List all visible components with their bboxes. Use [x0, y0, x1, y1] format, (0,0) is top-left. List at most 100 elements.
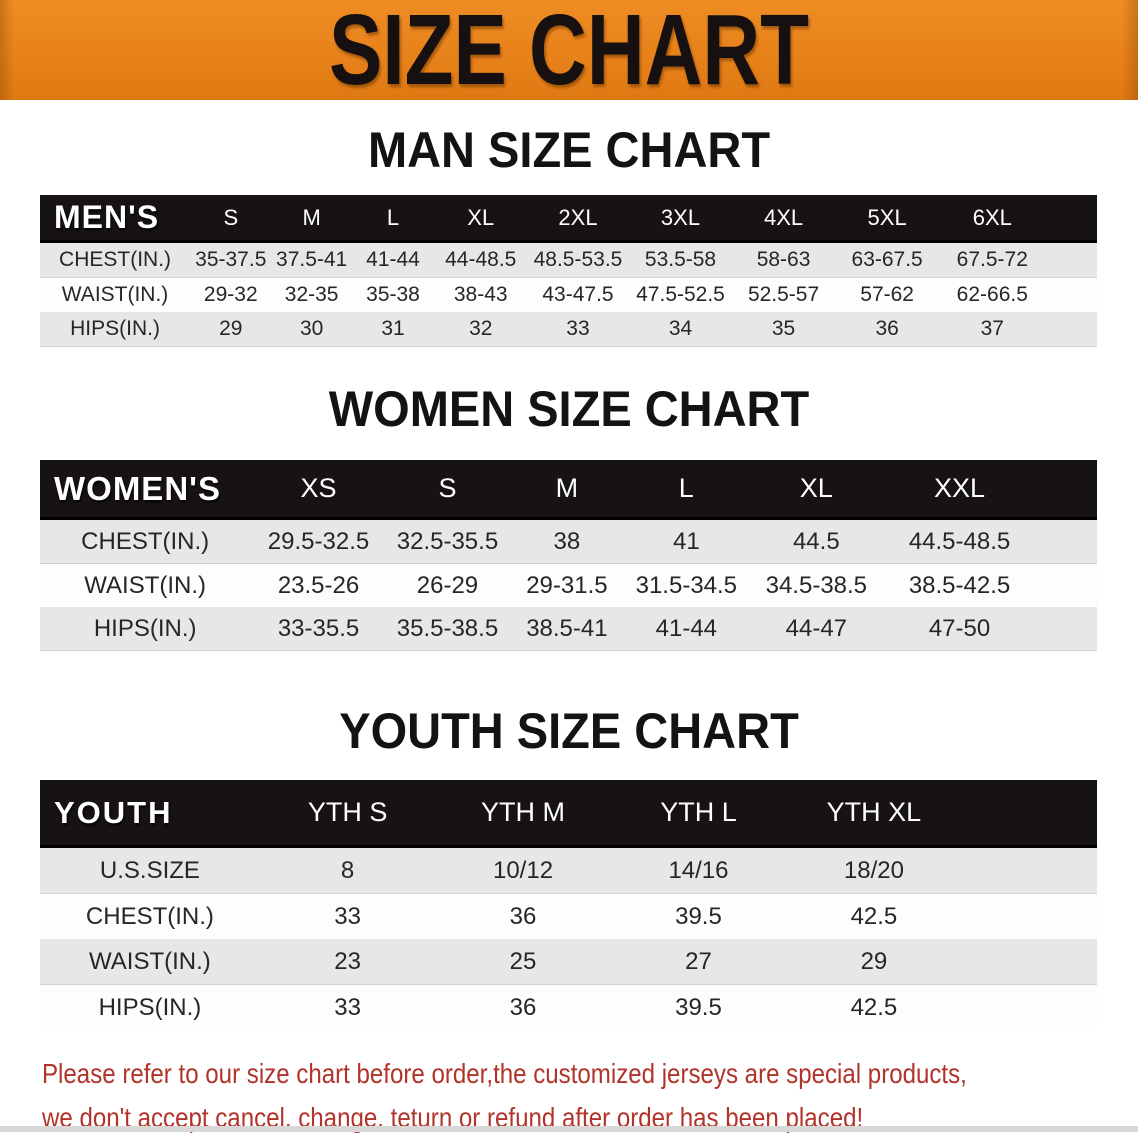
size-chart-banner: SIZE CHART — [0, 0, 1138, 100]
size-value-cell: 63-67.5 — [834, 241, 940, 278]
size-column-header: S — [386, 460, 509, 520]
table-row: WAIST(IN.) 23 25 27 29 — [40, 939, 1097, 985]
size-value-cell: 18/20 — [786, 846, 962, 894]
size-value-cell: 33-35.5 — [250, 607, 387, 651]
size-value-cell: 37 — [939, 312, 1046, 347]
row-label: CHEST(IN.) — [40, 893, 260, 939]
table-corner-label: MEN'S — [40, 195, 191, 243]
table-row: CHEST(IN.) 35-37.5 37.5-41 41-44 44-48.5 48.5… — [40, 241, 1097, 278]
size-column-header: XXL — [885, 460, 1034, 520]
youth-size-table: YOUTH YTH S YTH M YTH L YTH XL U.S.SIZE 8 10/12… — [40, 780, 1097, 1030]
table-corner-label: WOMEN'S — [40, 460, 251, 520]
row-filler-cell — [1033, 518, 1097, 564]
table-row: U.S.SIZE 8 10/12 14/16 18/20 — [40, 846, 1097, 894]
size-value-cell: 36 — [435, 984, 611, 1030]
row-filler-cell — [1045, 277, 1097, 312]
size-value-cell: 41 — [625, 518, 748, 564]
row-filler-cell — [1045, 312, 1097, 347]
size-value-cell: 34.5-38.5 — [747, 563, 886, 607]
size-column-header: 4XL — [732, 195, 835, 243]
header-filler-cell — [1033, 460, 1097, 520]
section-heading-men: MAN SIZE CHART — [367, 122, 771, 178]
table-corner-label: YOUTH — [40, 780, 260, 848]
size-value-cell: 57-62 — [834, 277, 940, 312]
size-value-cell: 10/12 — [435, 846, 611, 894]
size-value-cell: 42.5 — [786, 893, 962, 939]
size-column-header: XL — [747, 460, 886, 520]
size-value-cell: 41-44 — [351, 241, 435, 278]
table-row: HIPS(IN.) 33-35.5 35.5-38.5 38.5-41 41-44 44-… — [40, 607, 1097, 651]
table-row: WAIST(IN.) 23.5-26 26-29 29-31.5 31.5-34.5 34… — [40, 563, 1097, 607]
section-heading-women: WOMEN SIZE CHART — [328, 381, 810, 437]
section-heading-youth: YOUTH SIZE CHART — [339, 703, 799, 759]
size-column-header: YTH S — [259, 780, 436, 848]
size-value-cell: 44-47 — [747, 607, 886, 651]
size-value-cell: 25 — [435, 939, 611, 985]
row-label: HIPS(IN.) — [40, 607, 251, 651]
size-value-cell: 39.5 — [610, 984, 787, 1030]
size-value-cell: 38.5-41 — [508, 607, 626, 651]
size-column-header: L — [625, 460, 748, 520]
women-size-table: WOMEN'S XS S M L XL XXL CHEST(IN.) 29.5-32.5 32.5… — [40, 460, 1097, 651]
disclaimer-line-1: Please refer to our size chart before or… — [42, 1058, 967, 1089]
row-filler-cell — [961, 893, 1097, 939]
size-value-cell: 29 — [786, 939, 962, 985]
size-column-header: L — [351, 195, 435, 243]
row-filler-cell — [1033, 607, 1097, 651]
size-value-cell: 42.5 — [786, 984, 962, 1030]
row-label: WAIST(IN.) — [40, 939, 260, 985]
row-label: CHEST(IN.) — [40, 518, 251, 564]
size-column-header: XL — [434, 195, 528, 243]
size-column-header: 6XL — [939, 195, 1046, 243]
size-value-cell: 38 — [508, 518, 626, 564]
table-row: CHEST(IN.) 29.5-32.5 32.5-35.5 38 41 44.5 44.5… — [40, 518, 1097, 564]
table-row: HIPS(IN.) 29 30 31 32 33 34 35 36 37 — [40, 312, 1097, 347]
header-filler-cell — [961, 780, 1097, 848]
size-value-cell: 36 — [435, 893, 611, 939]
size-value-cell: 43-47.5 — [527, 277, 629, 312]
size-value-cell: 35-38 — [351, 277, 435, 312]
row-filler-cell — [1033, 563, 1097, 607]
size-value-cell: 38.5-42.5 — [885, 563, 1034, 607]
size-value-cell: 34 — [628, 312, 733, 347]
size-value-cell: 48.5-53.5 — [527, 241, 629, 278]
banner-title: SIZE CHART — [329, 0, 809, 106]
row-label: U.S.SIZE — [40, 846, 260, 894]
size-value-cell: 52.5-57 — [732, 277, 835, 312]
size-column-header: YTH L — [610, 780, 787, 848]
row-filler-cell — [961, 939, 1097, 985]
size-value-cell: 29-32 — [190, 277, 272, 312]
size-column-header: M — [508, 460, 626, 520]
size-value-cell: 29-31.5 — [508, 563, 626, 607]
row-filler-cell — [1045, 241, 1097, 278]
row-label: WAIST(IN.) — [40, 563, 251, 607]
size-value-cell: 39.5 — [610, 893, 787, 939]
size-column-header: XS — [250, 460, 387, 520]
size-value-cell: 36 — [834, 312, 940, 347]
size-value-cell: 53.5-58 — [628, 241, 733, 278]
size-value-cell: 31.5-34.5 — [625, 563, 748, 607]
size-value-cell: 41-44 — [625, 607, 748, 651]
size-value-cell: 8 — [259, 846, 436, 894]
size-value-cell: 62-66.5 — [939, 277, 1046, 312]
size-value-cell: 47-50 — [885, 607, 1034, 651]
size-value-cell: 47.5-52.5 — [628, 277, 733, 312]
size-value-cell: 44.5-48.5 — [885, 518, 1034, 564]
size-value-cell: 23 — [259, 939, 436, 985]
header-filler-cell — [1045, 195, 1097, 243]
size-column-header: 5XL — [834, 195, 940, 243]
size-value-cell: 32-35 — [271, 277, 352, 312]
table-row: CHEST(IN.) 33 36 39.5 42.5 — [40, 893, 1097, 939]
size-column-header: YTH M — [435, 780, 611, 848]
men-size-table: MEN'S S M L XL 2XL 3XL 4XL 5XL 6XL CHEST(IN.) 35-37… — [40, 195, 1097, 347]
table-row: HIPS(IN.) 33 36 39.5 42.5 — [40, 984, 1097, 1030]
row-label: HIPS(IN.) — [40, 984, 260, 1030]
size-value-cell: 38-43 — [434, 277, 528, 312]
size-value-cell: 29 — [190, 312, 272, 347]
row-label: HIPS(IN.) — [40, 312, 191, 347]
size-value-cell: 14/16 — [610, 846, 787, 894]
size-value-cell: 35.5-38.5 — [386, 607, 509, 651]
size-column-header: M — [271, 195, 352, 243]
size-value-cell: 26-29 — [386, 563, 509, 607]
row-label: CHEST(IN.) — [40, 241, 191, 278]
